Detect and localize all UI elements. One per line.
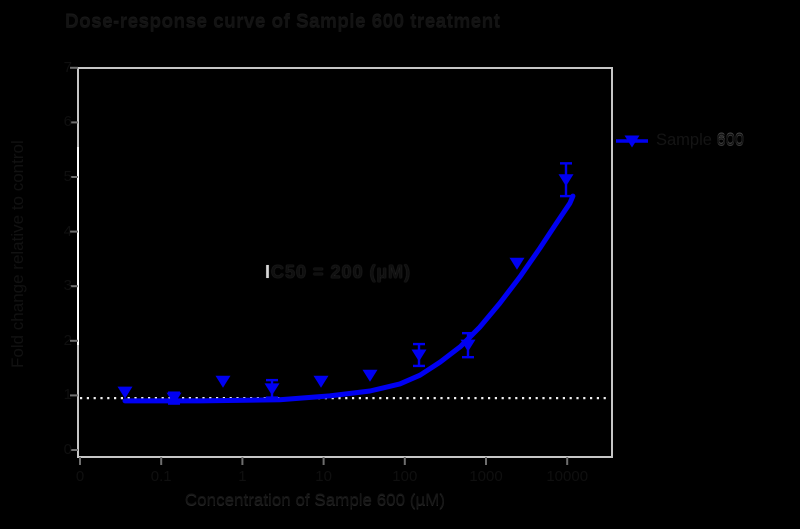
data-point-marker (509, 257, 525, 270)
y-tick-label: 7 (63, 58, 72, 76)
x-tick-label: 100 (392, 468, 418, 485)
y-tick-label: 5 (63, 168, 72, 185)
data-point-marker (117, 386, 133, 399)
data-point-marker (313, 375, 329, 388)
x-tick-label: 0.1 (150, 468, 172, 485)
data-point-marker (460, 339, 476, 352)
data-point-marker (558, 174, 574, 187)
data-point-marker (215, 375, 231, 388)
data-point-marker (362, 369, 378, 382)
x-tick-label: 1 (238, 468, 247, 485)
x-tick-label: 10 (315, 468, 332, 485)
data-point-marker (264, 383, 280, 396)
data-point-marker (166, 392, 182, 405)
ec50-annotation: IC50 = 200 (µM) (265, 262, 411, 282)
y-tick-label: 4 (63, 222, 72, 240)
y-tick-label: 1 (63, 386, 72, 404)
y-tick-label: 0 (63, 441, 72, 458)
x-tick-label: 1000 (469, 468, 503, 485)
y-tick-label: 2 (63, 331, 72, 349)
fit-curve (122, 193, 576, 404)
legend-label: Sample 600 (656, 131, 744, 150)
legend-label-value: 600 (716, 131, 745, 149)
legend-label-prefix: Sample (656, 131, 717, 149)
legend-marker-triangle (624, 135, 640, 148)
data-point-marker (411, 349, 427, 362)
x-tick-label: 0 (75, 468, 85, 485)
y-tick-label: 3 (63, 277, 72, 295)
chart-title: Dose-response curve of Sample 600 treatm… (65, 12, 501, 33)
x-tick-label: 10000 (546, 468, 589, 485)
x-axis-title: Concentration of Sample 600 (µM) (184, 490, 446, 509)
y-axis-title: Fold change relative to control (8, 140, 27, 369)
y-tick-label: 6 (63, 113, 72, 131)
